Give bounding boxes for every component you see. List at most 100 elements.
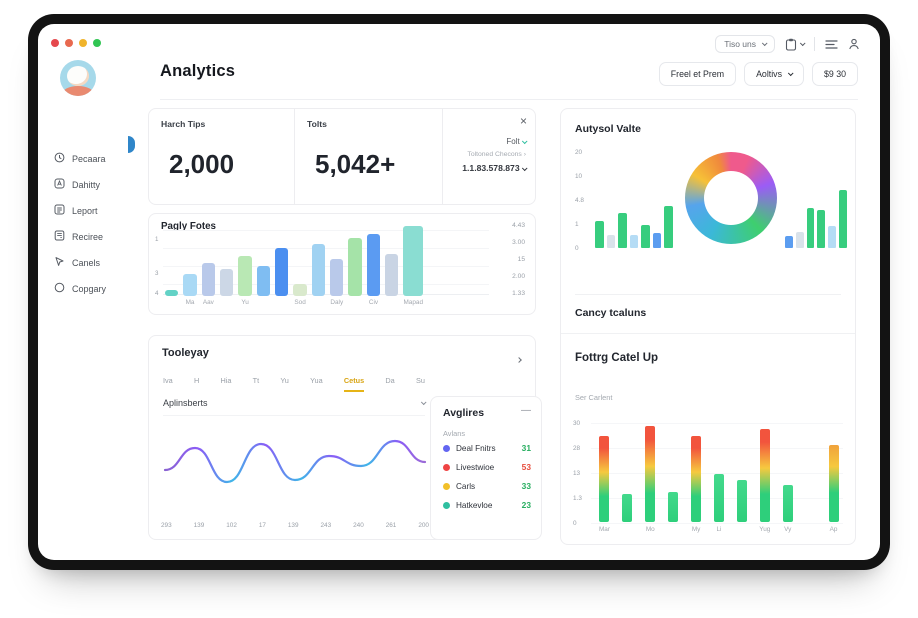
donut-section-title: Autysol Valte <box>575 123 641 135</box>
user-button[interactable] <box>848 38 860 50</box>
tab-yua[interactable]: Yua <box>310 376 323 385</box>
list-button[interactable] <box>825 39 838 50</box>
circle-icon <box>54 282 65 295</box>
sidebar-item-dahitty[interactable]: Dahitty <box>54 178 106 191</box>
chevron-right-icon[interactable] <box>516 349 522 367</box>
date-range-select[interactable]: Tiso uns <box>715 35 775 53</box>
chevron-down-icon <box>799 40 806 47</box>
bar <box>238 256 252 296</box>
bar-label: Sod <box>294 299 306 306</box>
gridline <box>163 266 489 267</box>
x-axis-tick: 293 <box>161 522 172 529</box>
stacked-bar <box>713 474 724 522</box>
close-icon[interactable]: × <box>519 114 527 128</box>
x-axis-tick: Vy <box>784 526 792 533</box>
bar-label: Mapad <box>403 299 424 306</box>
x-axis-tick: 243 <box>320 522 332 529</box>
sidebar-item-reciree[interactable]: Reciree <box>54 230 106 243</box>
bar-slot <box>275 222 289 308</box>
stacked-bar <box>782 485 793 522</box>
stat-value: 5,042+ <box>315 149 396 179</box>
bar <box>348 238 362 296</box>
tab-h[interactable]: H <box>193 376 200 385</box>
gridline <box>591 523 843 524</box>
axis-tick: 1 <box>575 221 579 228</box>
gridline <box>163 230 489 231</box>
date-range-label: Tiso uns <box>724 39 756 49</box>
tab-iva[interactable]: Iva <box>163 376 173 385</box>
legend-dot <box>443 501 450 509</box>
x-axis-tick: Mar <box>598 526 610 533</box>
stacked-bar <box>736 480 747 522</box>
secondary-button[interactable]: Freel et Prem <box>658 62 737 86</box>
avatar[interactable] <box>60 60 96 96</box>
mini-bar <box>641 225 650 248</box>
bar-slot: Sod <box>293 222 307 308</box>
tab-cetus[interactable]: Cetus <box>343 376 365 392</box>
gridline <box>163 248 489 249</box>
window-control-dot[interactable] <box>51 39 59 47</box>
sidebar-item-canels[interactable]: Canels <box>54 256 106 269</box>
tab-tt[interactable]: Tt <box>252 376 260 385</box>
bar-slot <box>220 222 234 308</box>
sidebar-item-pecaara[interactable]: Pecaara <box>54 152 106 165</box>
series-dropdown-label: Aplinsberts <box>163 398 208 408</box>
sidebar-item-leport[interactable]: Leport <box>54 204 106 217</box>
clipboard-button[interactable] <box>785 38 806 51</box>
legend-item: Carls 33 <box>443 481 531 491</box>
window-control-dot[interactable] <box>65 39 73 47</box>
axis-tick: 20 <box>575 149 583 156</box>
bar-label: Aav <box>202 299 214 306</box>
bar <box>311 244 326 296</box>
axis-tick: 0 <box>573 520 577 527</box>
filter-value-dropdown[interactable]: 1.1.83.578.873 <box>462 163 528 173</box>
sidebar-item-label: Leport <box>72 205 98 216</box>
minimize-icon[interactable]: — <box>521 405 531 416</box>
gridline <box>591 448 843 449</box>
series-dropdown[interactable]: Aplinsberts <box>163 398 427 416</box>
bar <box>366 234 381 296</box>
stacked-bar-slot: Li <box>708 421 731 533</box>
tab-yu[interactable]: Yu <box>280 376 289 385</box>
axis-tick: 30 <box>573 420 581 427</box>
x-axis-tick: Yug <box>759 526 771 533</box>
bar-slot: Ma <box>183 222 197 308</box>
legend-subtitle: Avlans <box>443 429 466 438</box>
topbar: Tiso uns <box>715 35 860 53</box>
list-icon <box>825 39 838 49</box>
filter-link[interactable]: Toltoned Checons › <box>467 151 526 158</box>
stat-label: Tolts <box>307 119 327 129</box>
stacked-section-subtitle: Ser Carlent <box>575 393 613 402</box>
bar-slot <box>311 222 326 308</box>
sidebar-handle[interactable] <box>128 136 135 153</box>
sidebar-item-copgary[interactable]: Copgary <box>54 282 106 295</box>
legend-dot <box>443 463 450 471</box>
clipboard-icon <box>785 38 797 51</box>
filter-dropdown[interactable]: Folt <box>462 137 528 146</box>
axis-tick: 4.43 <box>512 222 525 229</box>
mini-bar <box>652 233 662 248</box>
bar-slot: Aav <box>201 222 216 308</box>
status-dropdown[interactable]: Aoltivs <box>744 62 804 86</box>
bar-slot <box>256 222 271 308</box>
line-chart <box>161 428 429 506</box>
sidebar-nav: Pecaara Dahitty Leport Reciree Canels Copgary <box>54 152 106 295</box>
tab-hia[interactable]: Hia <box>220 376 232 385</box>
axis-tick: 3.00 <box>512 239 525 246</box>
x-axis-labels: 293 139 102 17 139 243 240 261 200 <box>161 522 429 529</box>
bar-label: Ma <box>185 299 195 306</box>
sidebar-item-label: Pecaara <box>72 153 106 164</box>
x-axis-tick: 139 <box>287 522 299 529</box>
legend-item-value: 31 <box>521 443 531 453</box>
mini-bar <box>595 221 604 248</box>
stacked-bar-slot <box>662 421 685 522</box>
window-control-dot[interactable] <box>93 39 101 47</box>
tab-da[interactable]: Da <box>385 376 395 385</box>
mini-bars-right <box>785 184 847 248</box>
bar-slot <box>348 222 362 308</box>
gridline <box>591 473 843 474</box>
price-button[interactable]: $9 30 <box>811 62 858 86</box>
tab-su[interactable]: Su <box>415 376 425 385</box>
user-icon <box>849 38 859 50</box>
window-control-dot[interactable] <box>79 39 87 47</box>
